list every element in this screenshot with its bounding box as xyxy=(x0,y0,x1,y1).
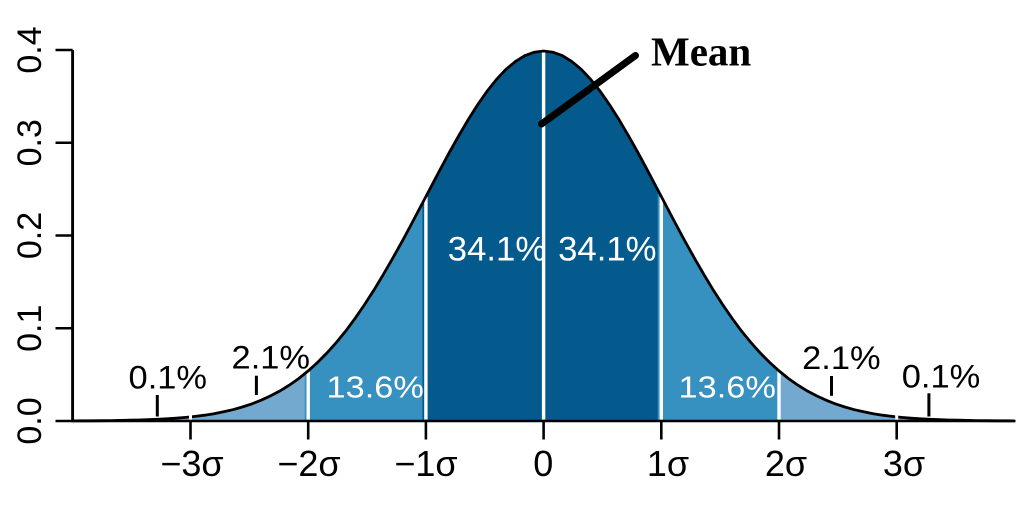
svg-text:0.1: 0.1 xyxy=(11,305,49,352)
svg-text:2.1%: 2.1% xyxy=(802,340,881,376)
svg-text:0.3: 0.3 xyxy=(11,119,49,166)
svg-text:−3σ: −3σ xyxy=(160,443,223,484)
svg-text:1σ: 1σ xyxy=(647,443,689,484)
svg-text:34.1%: 34.1% xyxy=(448,231,546,269)
svg-text:2σ: 2σ xyxy=(765,443,807,484)
svg-text:−2σ: −2σ xyxy=(277,443,340,484)
svg-text:−1σ: −1σ xyxy=(394,443,457,484)
svg-text:0.2: 0.2 xyxy=(11,212,49,259)
svg-text:3σ: 3σ xyxy=(883,443,925,484)
svg-text:0.0: 0.0 xyxy=(11,397,49,444)
svg-text:Mean: Mean xyxy=(651,29,751,75)
svg-text:0.1%: 0.1% xyxy=(129,359,208,395)
svg-text:34.1%: 34.1% xyxy=(558,231,656,269)
svg-text:0: 0 xyxy=(533,443,553,484)
svg-text:0.1%: 0.1% xyxy=(902,359,981,395)
svg-text:0.4: 0.4 xyxy=(11,26,49,73)
svg-text:2.1%: 2.1% xyxy=(232,340,311,376)
svg-text:13.6%: 13.6% xyxy=(327,369,424,404)
svg-text:13.6%: 13.6% xyxy=(679,369,776,404)
